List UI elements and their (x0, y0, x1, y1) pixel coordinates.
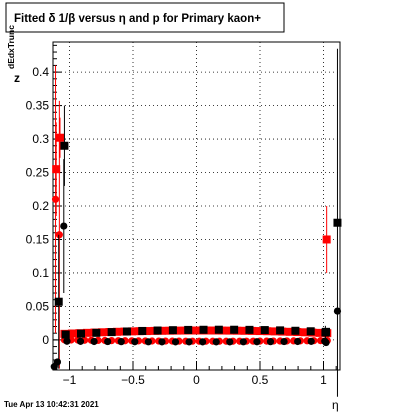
data-point (199, 325, 208, 334)
data-point (214, 325, 223, 334)
series-black-circle (50, 159, 342, 371)
data-point (245, 325, 254, 334)
data-point (210, 326, 219, 335)
data-point (113, 327, 122, 336)
data-point (82, 328, 91, 337)
data-point (184, 325, 193, 334)
data-point (285, 327, 294, 336)
data-point (255, 327, 264, 336)
data-point (143, 327, 152, 336)
data-point (92, 328, 101, 337)
data-point (260, 326, 269, 335)
x-tick-label: −0.5 (121, 373, 145, 387)
data-point (53, 358, 62, 366)
data-point (158, 326, 167, 335)
data-point (61, 330, 70, 339)
data-point (226, 338, 234, 346)
data-point (55, 133, 64, 142)
y-tick-label: 0 (42, 333, 49, 347)
data-point (54, 297, 63, 306)
data-point (280, 337, 288, 346)
x-tick-label: −1 (63, 373, 77, 387)
data-point (240, 326, 249, 335)
y-axis-label: z (14, 71, 20, 85)
data-point (266, 338, 275, 346)
x-axis-label: η (332, 398, 339, 412)
data-point (117, 338, 125, 346)
data-point (230, 325, 239, 334)
data-point (138, 326, 147, 335)
data-point (333, 218, 342, 227)
data-point (63, 337, 71, 345)
data-point (212, 338, 220, 346)
series-red-circle (51, 65, 331, 369)
data-point (60, 141, 69, 150)
data-point (322, 338, 330, 347)
data-point (52, 165, 61, 174)
data-point (270, 327, 279, 336)
chart-title: Fitted δ 1/β versus η and p for Primary … (14, 13, 261, 25)
data-point (144, 338, 152, 346)
x-tick-label: 0 (193, 373, 200, 387)
y-tick-label: 0.25 (26, 166, 50, 180)
data-point (122, 327, 131, 336)
data-point (306, 327, 315, 336)
data-point (168, 326, 177, 335)
data-point (55, 231, 63, 239)
data-point (171, 338, 180, 346)
data-point (158, 338, 166, 346)
grid (53, 42, 340, 370)
data-point (76, 337, 85, 345)
data-point (294, 337, 302, 346)
data-point (239, 338, 247, 346)
timestamp: Tue Apr 13 10:42:31 2021 (4, 400, 99, 409)
data-point (107, 328, 116, 337)
data-point (90, 337, 98, 346)
y-tick-label: 0.4 (32, 65, 49, 79)
y-tick-label: 0.05 (26, 299, 50, 313)
data-point (173, 326, 182, 335)
series-black-square (54, 48, 342, 397)
data-point (199, 338, 207, 346)
data-point (300, 328, 309, 337)
data-point (77, 329, 86, 338)
title-box: Fitted δ 1/β versus η and p for Primary … (5, 2, 285, 33)
x-tick-label: 1 (320, 373, 327, 387)
data-point (104, 337, 112, 346)
data-point (185, 338, 193, 346)
data-point (128, 327, 137, 336)
y-tick-label: 0.3 (32, 132, 49, 146)
y-tick-label: 0.1 (32, 266, 49, 280)
data-point (51, 195, 60, 203)
data-point (153, 326, 162, 335)
series-red-square (52, 117, 332, 338)
data-point (276, 326, 285, 335)
data-point (67, 329, 76, 338)
y-axis: 0 0.05 0.1 0.15 0.2 0.25 0.3 0.35 0.4 (26, 44, 62, 368)
y-tick-label: 0.15 (26, 232, 50, 246)
data-point (60, 222, 68, 230)
data-point (131, 338, 139, 346)
data-point (291, 326, 300, 335)
data-point (322, 235, 331, 244)
data-point (225, 326, 234, 335)
data-point (253, 338, 261, 346)
y-tick-label: 0.35 (26, 99, 50, 113)
x-axis: −1 −0.5 0 0.5 1 (56, 361, 337, 387)
data-point (307, 337, 315, 345)
y-axis-label-sub: dEdxTrunc (6, 25, 16, 69)
data-point (321, 328, 330, 337)
series-layer (50, 48, 342, 397)
x-tick-label: 0.5 (252, 373, 269, 387)
y-tick-label: 0.2 (32, 199, 49, 213)
data-point (315, 328, 324, 337)
data-point (97, 328, 106, 337)
